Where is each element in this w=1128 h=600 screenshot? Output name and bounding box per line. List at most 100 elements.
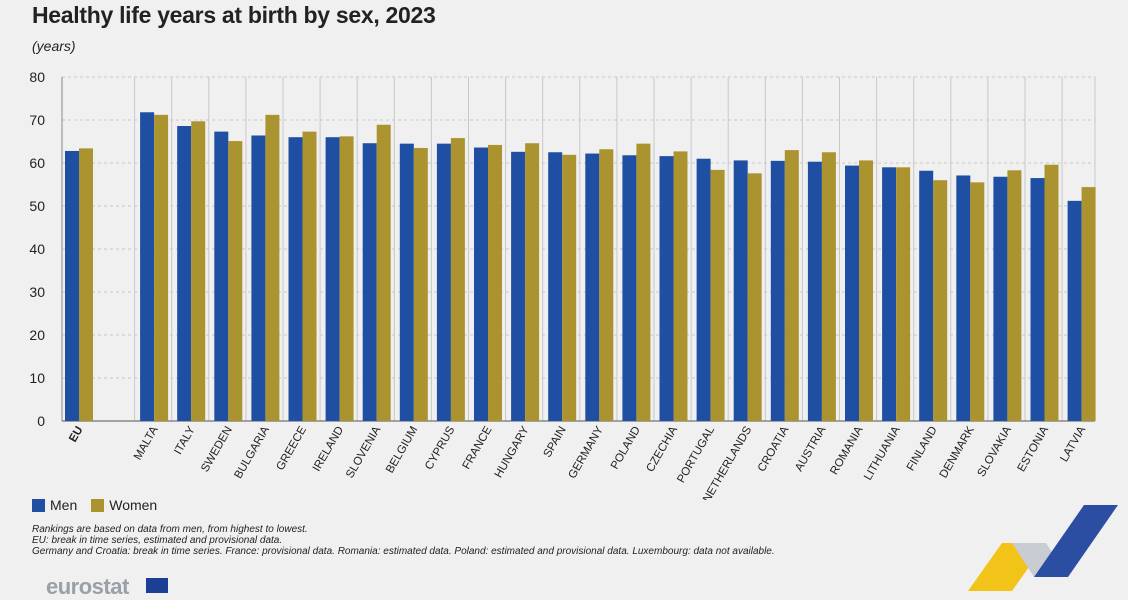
note-line: Germany and Croatia: break in time serie… bbox=[32, 546, 775, 557]
x-tick-label: BULGARIA bbox=[233, 424, 273, 481]
chart-subtitle: (years) bbox=[32, 38, 76, 54]
bar-men bbox=[807, 161, 822, 421]
bar-women bbox=[636, 143, 651, 421]
bar-men bbox=[251, 135, 266, 422]
bar-men bbox=[436, 143, 451, 421]
x-tick-label: SLOVENIA bbox=[344, 424, 383, 480]
x-tick-label: GERMANY bbox=[566, 424, 606, 481]
x-tick-label: ESTONIA bbox=[1016, 424, 1052, 474]
bar-women bbox=[784, 150, 799, 421]
bar-men bbox=[1067, 200, 1082, 421]
y-tick-label: 20 bbox=[29, 327, 45, 343]
bar-women bbox=[673, 151, 688, 421]
x-tick-label: ITALY bbox=[172, 424, 198, 456]
x-tick-label: AUSTRIA bbox=[793, 424, 828, 473]
x-tick-label: POLAND bbox=[609, 425, 643, 472]
decorative-chevron-icon bbox=[968, 505, 1118, 591]
x-tick-label: SWEDEN bbox=[199, 425, 235, 475]
legend-swatch-women bbox=[91, 498, 105, 512]
y-tick-label: 0 bbox=[37, 413, 45, 429]
bar-women bbox=[376, 124, 391, 421]
x-tick-label: CZECHIA bbox=[644, 424, 680, 474]
x-tick-label: HUNGARY bbox=[493, 424, 532, 480]
y-tick-label: 30 bbox=[29, 284, 45, 300]
bar-women bbox=[154, 114, 169, 421]
bar-women bbox=[228, 141, 243, 421]
bar-women bbox=[1044, 164, 1059, 421]
bar-women bbox=[339, 136, 354, 421]
y-tick-label: 10 bbox=[29, 370, 45, 386]
bar-men bbox=[214, 131, 229, 422]
bar-men bbox=[65, 150, 79, 421]
chart-title: Healthy life years at birth by sex, 2023 bbox=[32, 2, 436, 28]
bar-chart: 0 10 20 30 40 50 60 70 80 EU MALTA ITALY SWEDENBULGA… bbox=[29, 69, 1096, 500]
y-tick-label: 60 bbox=[29, 155, 45, 171]
bar-women bbox=[859, 160, 873, 422]
bar-women bbox=[525, 143, 540, 421]
eu-flag-icon bbox=[146, 578, 168, 593]
bar-women bbox=[970, 182, 985, 421]
bar-women bbox=[413, 147, 428, 421]
bar-women bbox=[710, 169, 725, 421]
note-line: Rankings are based on data from men, fro… bbox=[32, 524, 308, 535]
bar-men bbox=[956, 175, 971, 421]
bar-women bbox=[562, 154, 577, 421]
bar-men bbox=[919, 170, 934, 421]
x-tick-label: FINLAND bbox=[905, 425, 940, 474]
bar-women bbox=[896, 167, 911, 421]
x-tick-label: SLOVAKIA bbox=[976, 424, 1015, 479]
bar-women bbox=[79, 148, 93, 421]
x-tick-label: GREECE bbox=[274, 424, 309, 472]
chart-notes: Rankings are based on data from men, fro… bbox=[32, 524, 775, 557]
bar-women bbox=[450, 138, 465, 421]
legend-item-men: Men bbox=[32, 497, 77, 513]
legend-label-men: Men bbox=[50, 497, 78, 513]
x-tick-label: FRANCE bbox=[461, 424, 495, 471]
x-tick-label: EU bbox=[67, 425, 85, 445]
bar-women bbox=[191, 121, 206, 421]
bar-men bbox=[882, 167, 897, 421]
bar-women bbox=[747, 173, 762, 421]
chart-legend: Men Women bbox=[32, 497, 165, 513]
bar-women bbox=[821, 152, 836, 421]
bar-men bbox=[399, 143, 414, 421]
x-tick-label: MALTA bbox=[132, 424, 161, 462]
x-tick-label: BELGIUM bbox=[384, 425, 420, 476]
bar-women bbox=[599, 149, 614, 422]
x-tick-label: ROMANIA bbox=[828, 424, 865, 477]
x-tick-label: CROATIA bbox=[756, 424, 792, 474]
bar-men bbox=[511, 151, 526, 421]
x-tick-label: PORTUGAL bbox=[675, 424, 717, 485]
bar-women bbox=[933, 180, 948, 421]
y-tick-label: 50 bbox=[29, 198, 45, 214]
bar-men bbox=[585, 153, 600, 422]
bar-men bbox=[325, 137, 340, 421]
bar-men bbox=[177, 126, 192, 422]
x-tick-label: CYPRUS bbox=[423, 424, 458, 472]
legend-swatch-men bbox=[32, 498, 45, 512]
x-tick-label: LITHUANIA bbox=[862, 424, 903, 482]
legend-item-women: Women bbox=[91, 497, 157, 513]
bar-women bbox=[265, 114, 280, 421]
x-tick-label: SPAIN bbox=[542, 425, 569, 460]
bar-men bbox=[622, 155, 637, 421]
bar-men bbox=[548, 152, 563, 421]
bar-men bbox=[696, 158, 711, 421]
bar-men bbox=[474, 147, 488, 421]
eurostat-logo: eurostat bbox=[46, 574, 129, 599]
note-line: EU: break in time series, estimated and … bbox=[32, 535, 283, 546]
bar-men bbox=[845, 165, 859, 421]
bar-women bbox=[302, 131, 317, 422]
bar-men bbox=[733, 160, 748, 422]
y-tick-label: 70 bbox=[29, 112, 45, 128]
bar-men bbox=[659, 156, 674, 421]
bar-men bbox=[1030, 178, 1045, 421]
y-tick-label: 80 bbox=[29, 69, 45, 85]
bar-men bbox=[993, 176, 1008, 421]
y-tick-label: 40 bbox=[29, 241, 45, 257]
bar-women bbox=[488, 144, 502, 421]
x-tick-label: IRELAND bbox=[311, 425, 346, 474]
bar-men bbox=[288, 137, 303, 421]
bar-men bbox=[770, 160, 785, 421]
x-tick-label: DENMARK bbox=[938, 424, 977, 480]
